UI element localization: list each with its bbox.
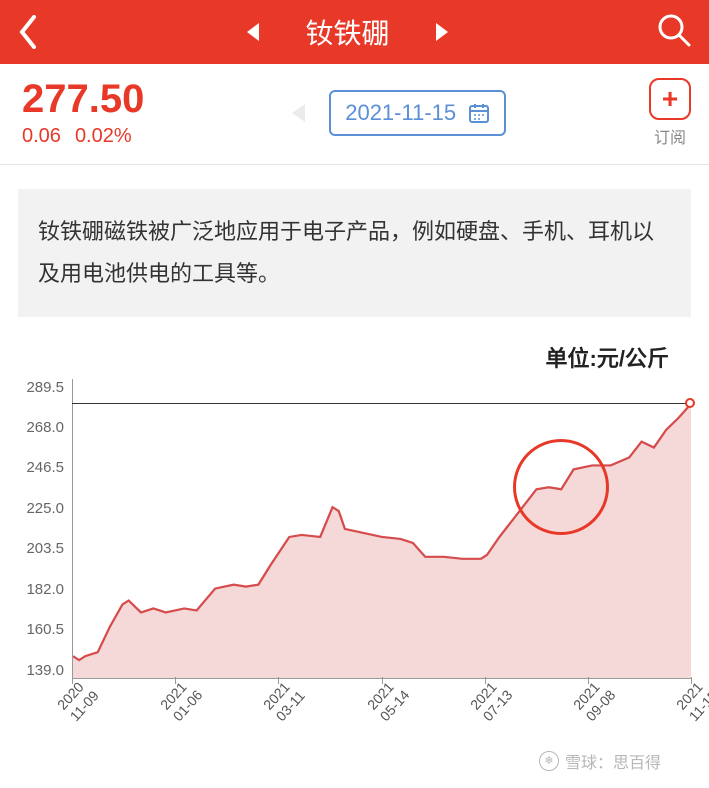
plus-icon: +: [662, 83, 678, 115]
date-picker[interactable]: 2021-11-15: [329, 90, 506, 136]
price-value: 277.50: [22, 79, 144, 119]
x-tick-label: 2021 03-11: [260, 676, 308, 724]
price-chart: 289.5 268.0 246.5 225.0 203.5 182.0 160.5 139.0…: [10, 379, 691, 779]
y-tick-label: 160.5: [10, 621, 70, 638]
price-block: 277.50 0.06 0.02%: [22, 79, 144, 148]
watermark-icon: ❄: [539, 751, 559, 771]
chart-unit-label: 单位:元/公斤: [0, 317, 709, 379]
x-tick-label: 2021 01-06: [157, 675, 206, 724]
y-tick-label: 139.0: [10, 662, 70, 679]
subscribe-label: 订阅: [654, 124, 686, 148]
end-point-marker: [685, 398, 695, 408]
watermark: ❄ 雪球：思百得: [539, 749, 661, 773]
y-tick-label: 268.0: [10, 419, 70, 436]
prev-icon[interactable]: [243, 21, 265, 43]
y-tick-label: 225.0: [10, 500, 70, 517]
description-box: 钕铁硼磁铁被广泛地应用于电子产品，例如硬盘、手机、耳机以及用电池供电的工具等。: [18, 189, 691, 317]
price-change-abs: 0.06: [22, 125, 61, 148]
y-tick-label: 203.5: [10, 540, 70, 557]
y-tick-label: 246.5: [10, 459, 70, 476]
x-tick-label: 2021 05-14: [364, 675, 413, 724]
back-button[interactable]: [18, 15, 38, 49]
x-tick-label: 2021 09-08: [570, 675, 619, 724]
page-title: 钕铁硼: [305, 12, 389, 52]
chevron-left-icon: [18, 15, 38, 49]
next-icon[interactable]: [430, 21, 452, 43]
description-text: 钕铁硼磁铁被广泛地应用于电子产品，例如硬盘、手机、耳机以及用电池供电的工具等。: [38, 219, 654, 286]
y-tick-label: 289.5: [10, 379, 70, 396]
x-tick-label: 2021 11-15: [673, 676, 709, 724]
search-button[interactable]: [657, 13, 691, 52]
search-icon: [657, 13, 691, 47]
subscribe-button[interactable]: +: [649, 78, 691, 120]
x-tick-label: 2020 11-09: [54, 676, 102, 724]
y-tick-label: 182.0: [10, 581, 70, 598]
price-change-pct: 0.02%: [75, 125, 132, 148]
watermark-text: 雪球：思百得: [565, 749, 661, 773]
highlight-circle: [513, 439, 609, 535]
date-value: 2021-11-15: [345, 100, 456, 126]
x-tick-label: 2021 07-13: [467, 675, 516, 724]
calendar-icon: [468, 102, 490, 124]
date-prev-icon[interactable]: [287, 101, 311, 125]
